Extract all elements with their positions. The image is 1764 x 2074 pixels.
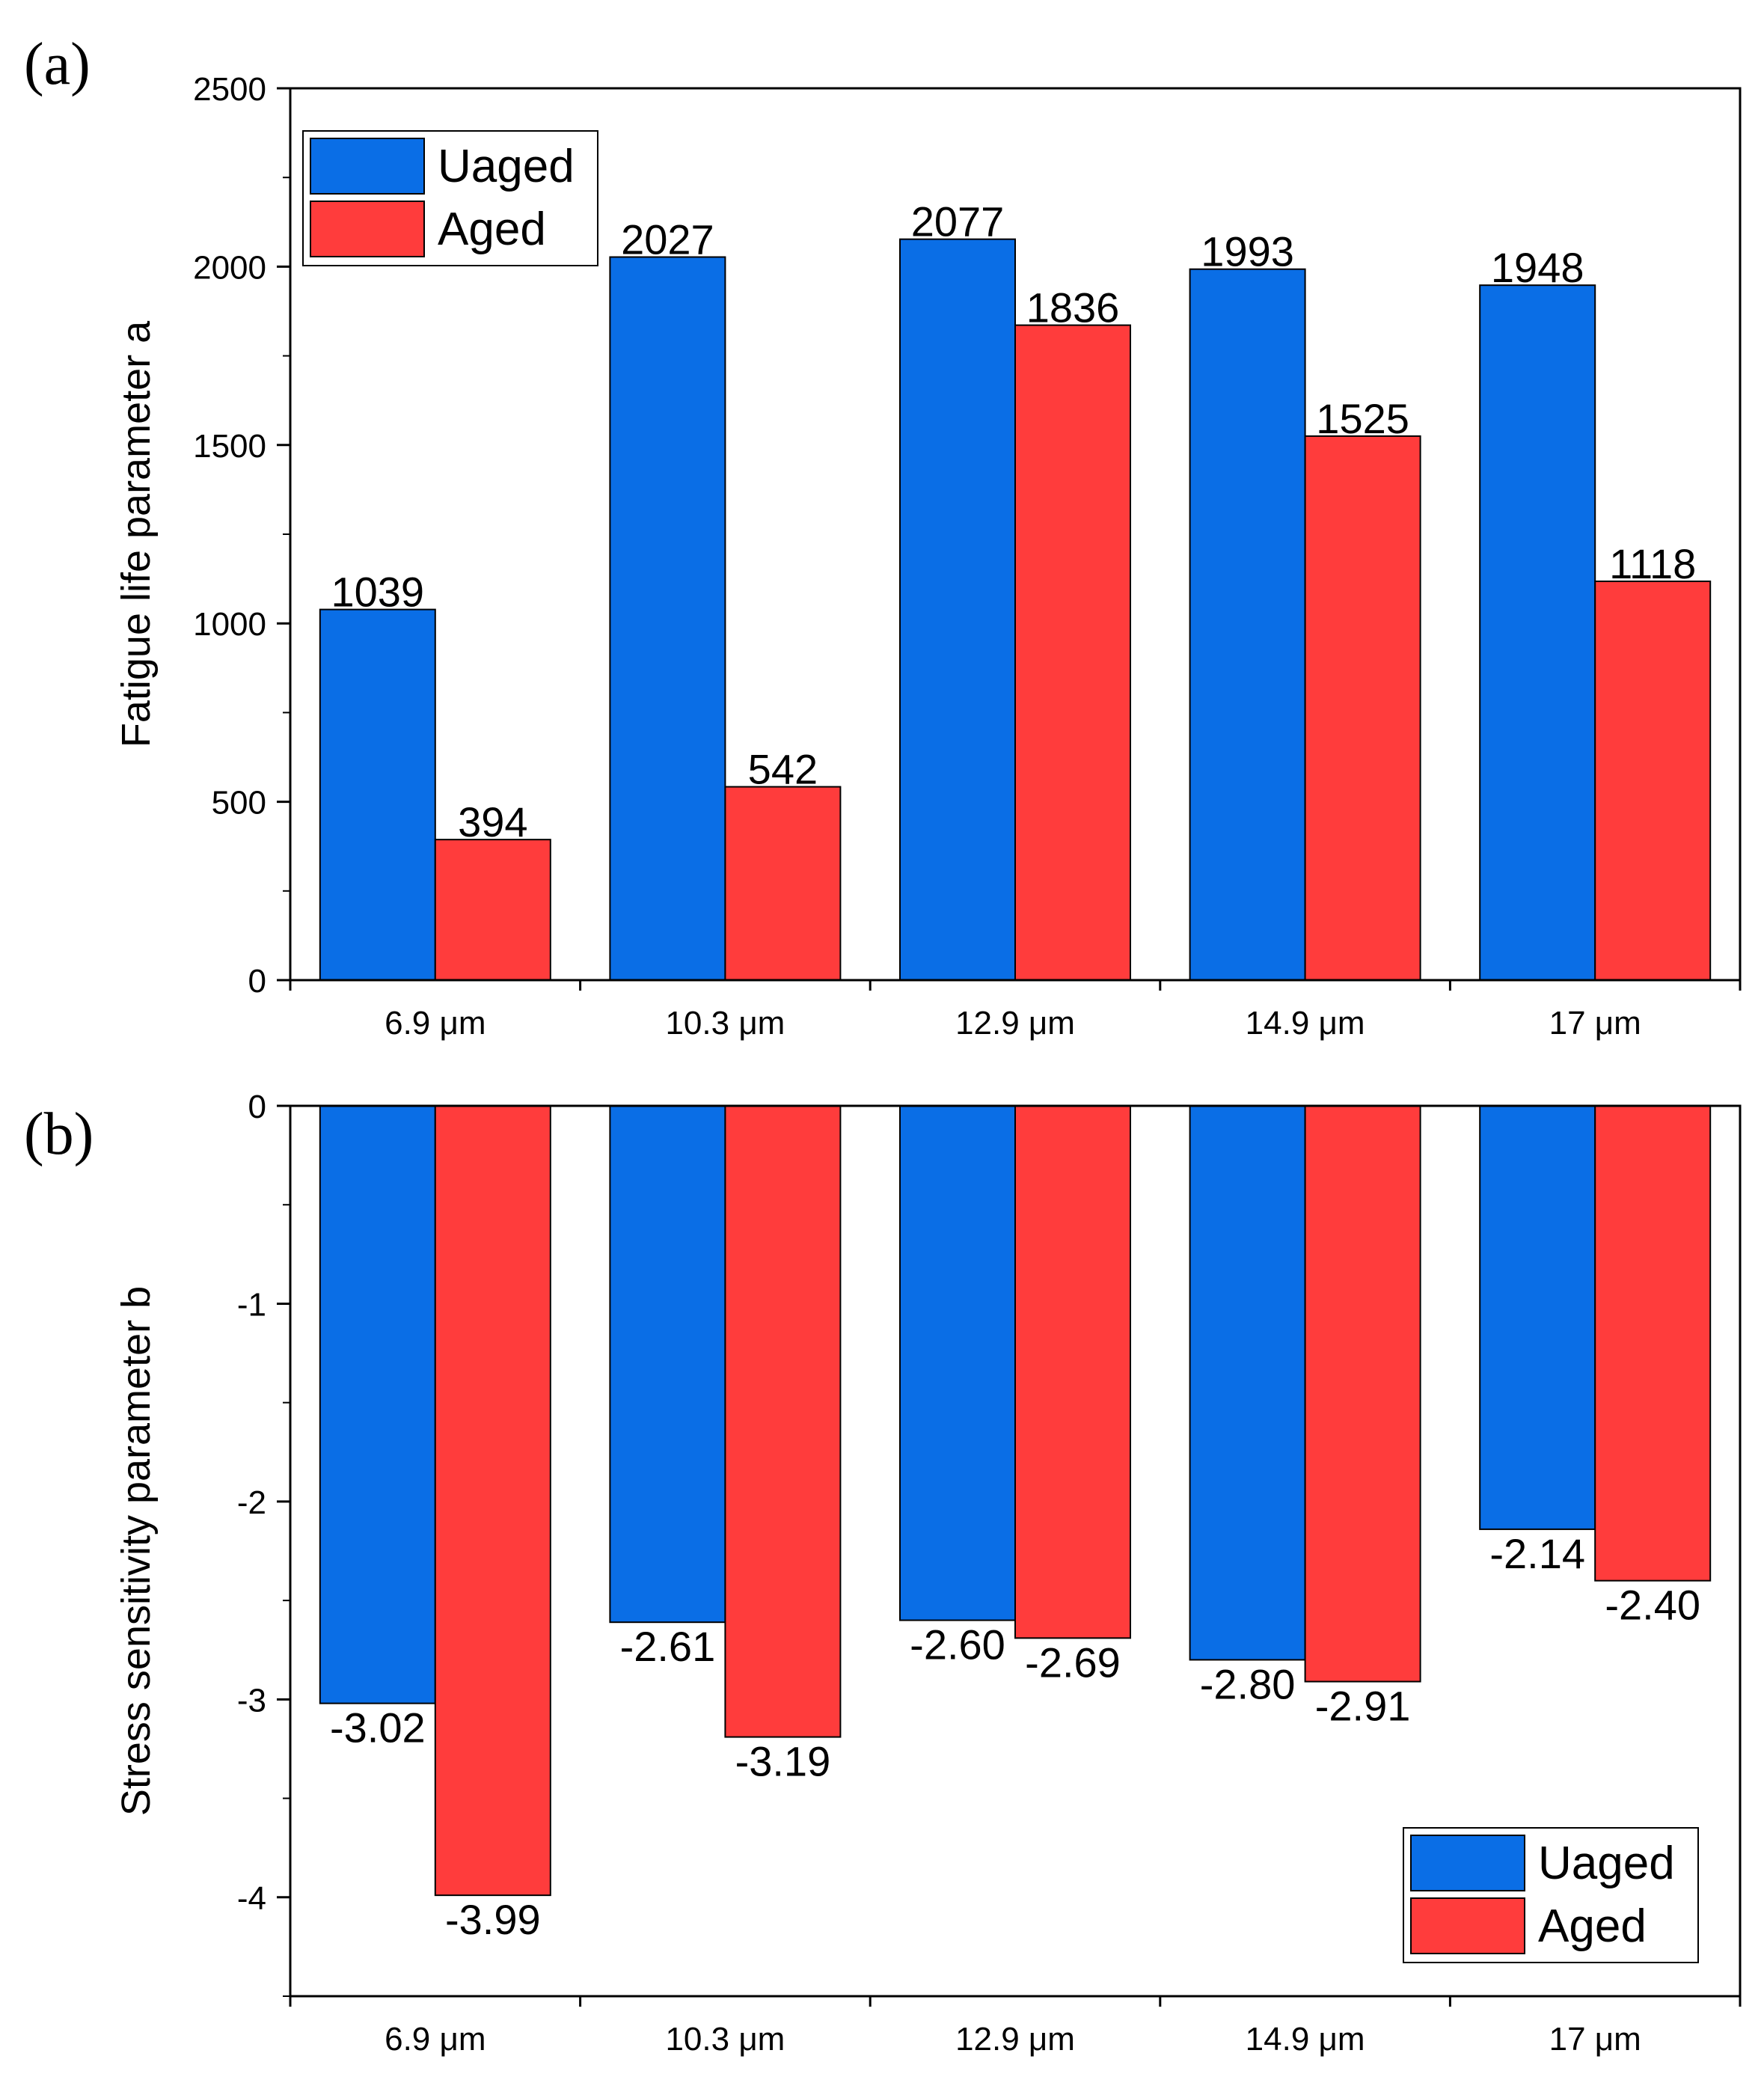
bar-aged-2: [1014, 324, 1131, 981]
bar-uaged-0: [319, 1105, 436, 1704]
bar-uaged-4: [1479, 1105, 1596, 1530]
data-label-uaged-1: 2027: [621, 216, 714, 263]
bar-aged-4: [1594, 1105, 1712, 1582]
y-tick-label: 2500: [193, 71, 266, 108]
data-label-aged-0: -3.99: [445, 1896, 541, 1943]
y-tick-label: 0: [248, 963, 266, 1000]
panel-a-fatigue-life-chart: (a) 1039 2027 2077 1993 1948 394 542 1836 1525 111…: [24, 31, 1742, 1041]
legend: Uaged Aged: [1403, 1827, 1699, 1963]
bar-aged-3: [1304, 1105, 1421, 1683]
y-tick-label: 1500: [193, 428, 266, 465]
y-tick-label: -3: [237, 1682, 266, 1719]
bar-uaged-1: [609, 1105, 726, 1624]
y-axis-title: Stress sensitivity parameter b: [114, 1286, 159, 1816]
x-tick-label: 12.9 μm: [955, 2021, 1075, 2058]
y-tick-label: -1: [237, 1286, 266, 1323]
y-tick-label: -2: [237, 1484, 266, 1521]
x-tick-label: 12.9 μm: [955, 1005, 1075, 1041]
y-tick-label: 0: [248, 1089, 266, 1125]
legend-swatch-uaged: [1410, 1835, 1525, 1891]
panel-b-stress-sensitivity-chart: (b) -3.02 -2.61 -2.60 -2.80 -2.14 -3.99 -3.19 -2…: [24, 1089, 1742, 2058]
y-tick-label: 2000: [193, 249, 266, 286]
x-tick-label: 10.3 μm: [665, 2021, 785, 2058]
legend-label-uaged: Uaged: [438, 141, 575, 192]
x-tick-label: 14.9 μm: [1246, 2021, 1365, 2058]
data-label-uaged-4: 1948: [1491, 244, 1584, 291]
bar-aged-0: [434, 839, 551, 981]
legend-swatch-uaged: [310, 138, 425, 195]
legend: Uaged Aged: [302, 130, 598, 266]
bar-aged-3: [1304, 435, 1421, 981]
data-label-aged-3: 1525: [1316, 395, 1409, 442]
x-tick-label: 6.9 μm: [385, 2021, 486, 2058]
data-label-aged-1: -3.19: [735, 1738, 831, 1785]
y-tick-label: 1000: [193, 606, 266, 643]
bar-aged-1: [724, 1105, 842, 1738]
panel-label: (b): [24, 1101, 94, 1167]
data-label-aged-4: -2.40: [1605, 1582, 1700, 1629]
legend-label-uaged: Uaged: [1538, 1838, 1675, 1889]
y-axis-title: Fatigue life parameter a: [114, 320, 159, 747]
data-label-aged-2: -2.69: [1025, 1639, 1121, 1686]
data-label-uaged-3: 1993: [1201, 228, 1294, 275]
x-tick-label: 17 μm: [1549, 1005, 1641, 1041]
bar-aged-4: [1594, 580, 1712, 981]
data-label-uaged-0: 1039: [331, 569, 425, 616]
data-label-uaged-0: -3.02: [330, 1704, 426, 1752]
plot-frame: [289, 1104, 1742, 1998]
x-tick-label: 14.9 μm: [1246, 1005, 1365, 1041]
x-tick-label: 10.3 μm: [665, 1005, 785, 1041]
bar-aged-2: [1014, 1105, 1131, 1639]
data-label-aged-2: 1836: [1026, 284, 1120, 331]
x-tick-label: 17 μm: [1549, 2021, 1641, 2058]
data-label-aged-0: 394: [458, 798, 527, 845]
data-label-uaged-2: 2077: [911, 198, 1005, 245]
bar-aged-0: [434, 1105, 551, 1897]
y-tick-label: 500: [212, 785, 266, 822]
bar-uaged-1: [609, 256, 726, 981]
panel-label: (a): [24, 31, 91, 97]
bar-uaged-0: [319, 608, 436, 981]
bar-uaged-3: [1189, 268, 1306, 981]
data-label-aged-3: -2.91: [1315, 1683, 1411, 1730]
y-tick-label: -4: [237, 1880, 266, 1917]
legend-label-aged: Aged: [1538, 1900, 1647, 1952]
data-label-uaged-3: -2.80: [1200, 1660, 1296, 1707]
data-label-aged-4: 1118: [1609, 540, 1696, 587]
legend-swatch-aged: [1410, 1897, 1525, 1954]
bar-uaged-2: [899, 1105, 1016, 1621]
legend-swatch-aged: [310, 201, 425, 257]
x-tick-label: 6.9 μm: [385, 1005, 486, 1041]
data-label-uaged-2: -2.60: [910, 1621, 1005, 1668]
data-label-aged-1: 542: [748, 746, 818, 793]
bar-uaged-2: [899, 238, 1016, 981]
bar-uaged-4: [1479, 284, 1596, 981]
data-label-uaged-4: -2.14: [1489, 1530, 1585, 1577]
legend-label-aged: Aged: [438, 204, 546, 255]
bar-aged-1: [724, 786, 842, 981]
data-label-uaged-1: -2.61: [620, 1623, 716, 1670]
bar-uaged-3: [1189, 1105, 1306, 1661]
